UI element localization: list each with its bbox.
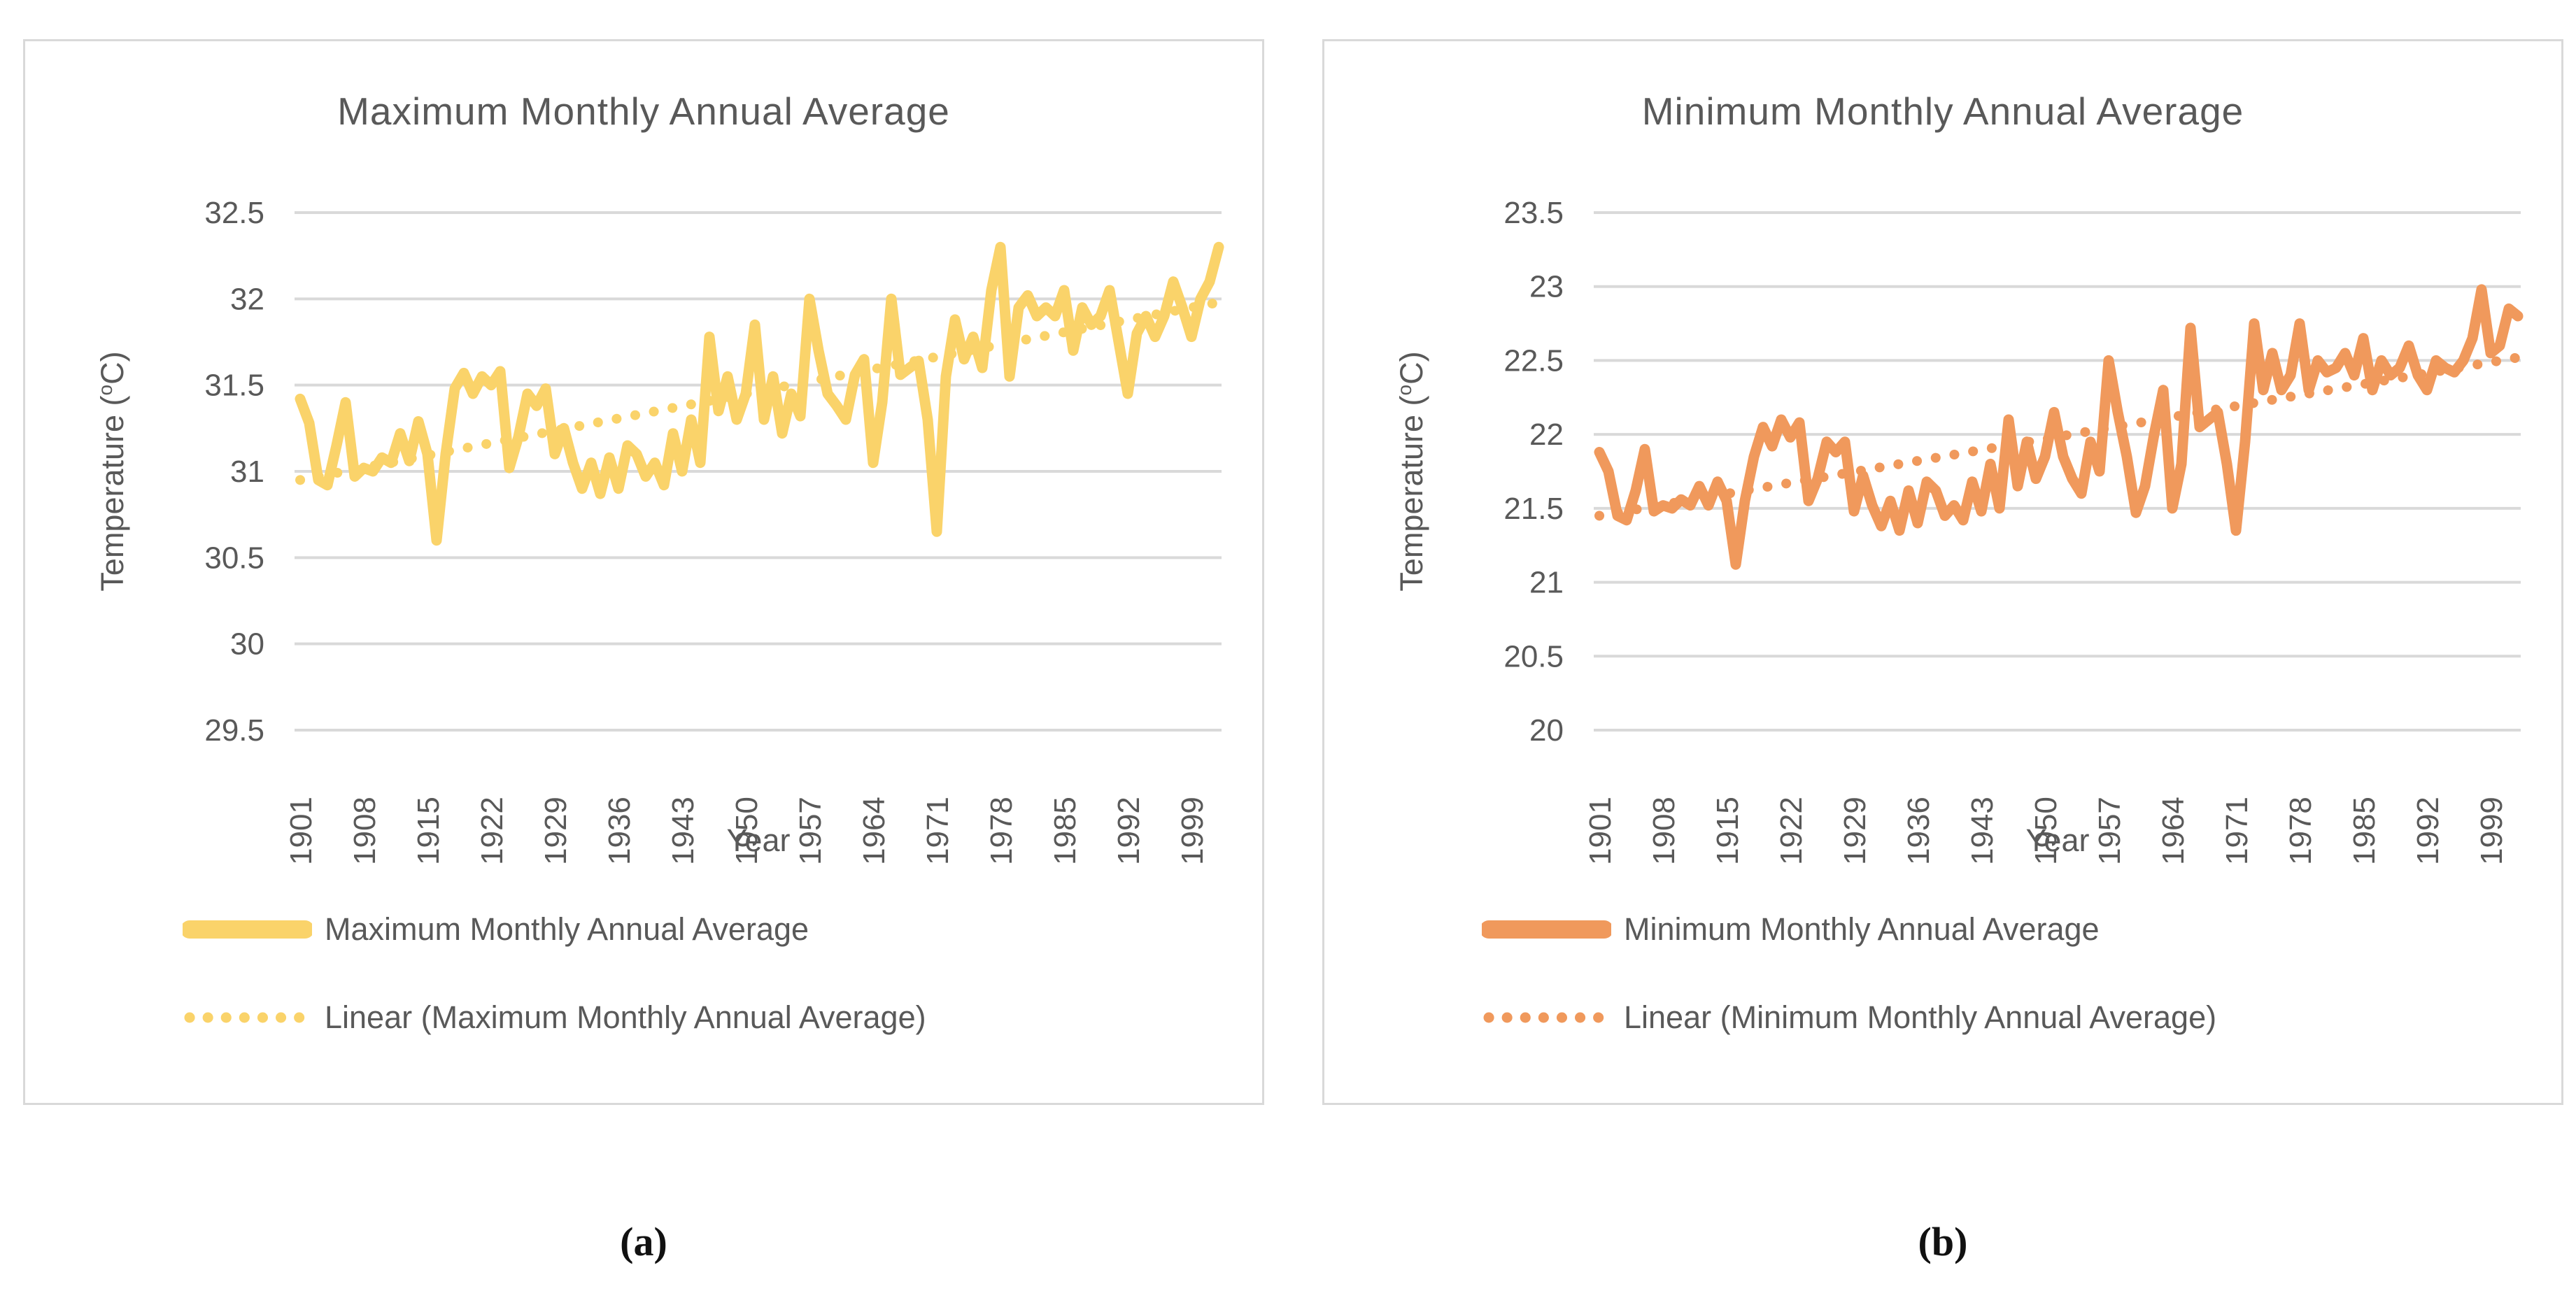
plot-area: Temperature (oC) Year 32.5 32 31.5 31 30.5 30… (94, 196, 1224, 865)
legend-label: Minimum Monthly Annual Average (1624, 911, 2100, 947)
y-tick-label: 21.5 (1503, 492, 1564, 526)
x-tick-label: 1901 (284, 797, 318, 865)
chart-panel-a: Maximum Monthly Annual Average Temperatu… (23, 39, 1264, 1105)
x-tick-label: 1901 (1583, 797, 1618, 865)
x-tick-label: 1908 (348, 797, 382, 865)
legend-item-trend: Linear (Minimum Monthly Annual Average) (1482, 997, 2216, 1039)
x-tick-label: 1915 (1711, 797, 1745, 865)
y-axis-title: Temperature (oC) (94, 351, 130, 591)
x-tick-label: 1985 (1048, 797, 1082, 865)
x-tick-label: 1929 (539, 797, 573, 865)
legend-label: Linear (Maximum Monthly Annual Average) (325, 999, 926, 1035)
y-tick-label: 21 (1529, 566, 1564, 600)
x-tick-label: 1936 (1902, 797, 1936, 865)
x-tick-label: 1957 (793, 797, 828, 865)
y-tick-label: 22 (1529, 418, 1564, 452)
data-series-line (295, 241, 1224, 546)
legend-label: Linear (Minimum Monthly Annual Average) (1624, 999, 2217, 1035)
x-tick-label: 1957 (2093, 797, 2127, 865)
y-tick-label: 30.5 (204, 541, 264, 575)
solid-line-swatch-icon (1482, 920, 1611, 939)
x-tick-label: 1943 (1965, 797, 2000, 865)
panel-caption-b: (b) (1918, 1219, 1968, 1264)
x-tick-label: 1971 (921, 797, 955, 865)
panel-caption-a: (a) (620, 1219, 667, 1264)
x-tick-label: 1992 (1112, 797, 1146, 865)
x-tick-label: 1985 (2347, 797, 2382, 865)
x-tick-label: 1978 (2284, 797, 2318, 865)
y-tick-label: 20 (1529, 713, 1564, 748)
plot-area: Temperature (oC) Year 23.5 23 22.5 22 21.5 21… (1394, 196, 2524, 865)
x-tick-label: 1950 (730, 797, 764, 865)
solid-line-swatch-icon (183, 920, 312, 939)
y-tick-label: 29.5 (204, 713, 264, 748)
x-tick-label: 1999 (1175, 797, 1210, 865)
dotted-line-swatch-icon (184, 1012, 311, 1023)
y-tick-label: 32 (230, 282, 264, 316)
chart-title: Minimum Monthly Annual Average (1641, 90, 2244, 133)
y-axis-title: Temperature (oC) (1394, 351, 1429, 591)
x-tick-label: 1999 (2475, 797, 2509, 865)
legend-item-series: Maximum Monthly Annual Average (183, 908, 926, 950)
x-tick-label: 1943 (666, 797, 700, 865)
x-tick-label: 1908 (1647, 797, 1681, 865)
x-axis-title: Year (727, 822, 791, 858)
x-tick-label: 1922 (1774, 797, 1809, 865)
x-tick-label: 1915 (411, 797, 446, 865)
x-axis-title: Year (2026, 822, 2090, 858)
x-tick-label: 1992 (2411, 797, 2445, 865)
y-tick-label: 30 (230, 627, 264, 662)
chart-panel-b: Minimum Monthly Annual Average Temperatu… (1322, 39, 2563, 1105)
x-tick-label: 1964 (857, 797, 891, 865)
legend-label: Maximum Monthly Annual Average (325, 911, 809, 947)
legend-item-series: Minimum Monthly Annual Average (1482, 908, 2216, 950)
data-series-line (1594, 284, 2524, 570)
y-tick-label: 32.5 (204, 196, 264, 230)
x-tick-label: 1936 (602, 797, 637, 865)
x-tick-label: 1964 (2156, 797, 2191, 865)
x-tick-label: 1971 (2220, 797, 2254, 865)
y-tick-label: 23 (1529, 270, 1564, 304)
x-tick-label: 1978 (984, 797, 1019, 865)
y-tick-label: 31.5 (204, 369, 264, 403)
x-tick-label: 1929 (1838, 797, 1872, 865)
x-tick-label: 1950 (2029, 797, 2063, 865)
x-tick-label: 1922 (475, 797, 509, 865)
y-tick-label: 22.5 (1503, 343, 1564, 378)
legend: Maximum Monthly Annual Average Linear (M… (183, 908, 926, 1085)
legend-item-trend: Linear (Maximum Monthly Annual Average) (183, 997, 926, 1039)
dotted-line-swatch-icon (1483, 1012, 1610, 1023)
y-tick-label: 23.5 (1503, 196, 1564, 230)
y-tick-label: 20.5 (1503, 639, 1564, 673)
chart-title: Maximum Monthly Annual Average (337, 90, 950, 133)
legend: Minimum Monthly Annual Average Linear (M… (1482, 908, 2216, 1085)
y-tick-label: 31 (230, 455, 264, 489)
